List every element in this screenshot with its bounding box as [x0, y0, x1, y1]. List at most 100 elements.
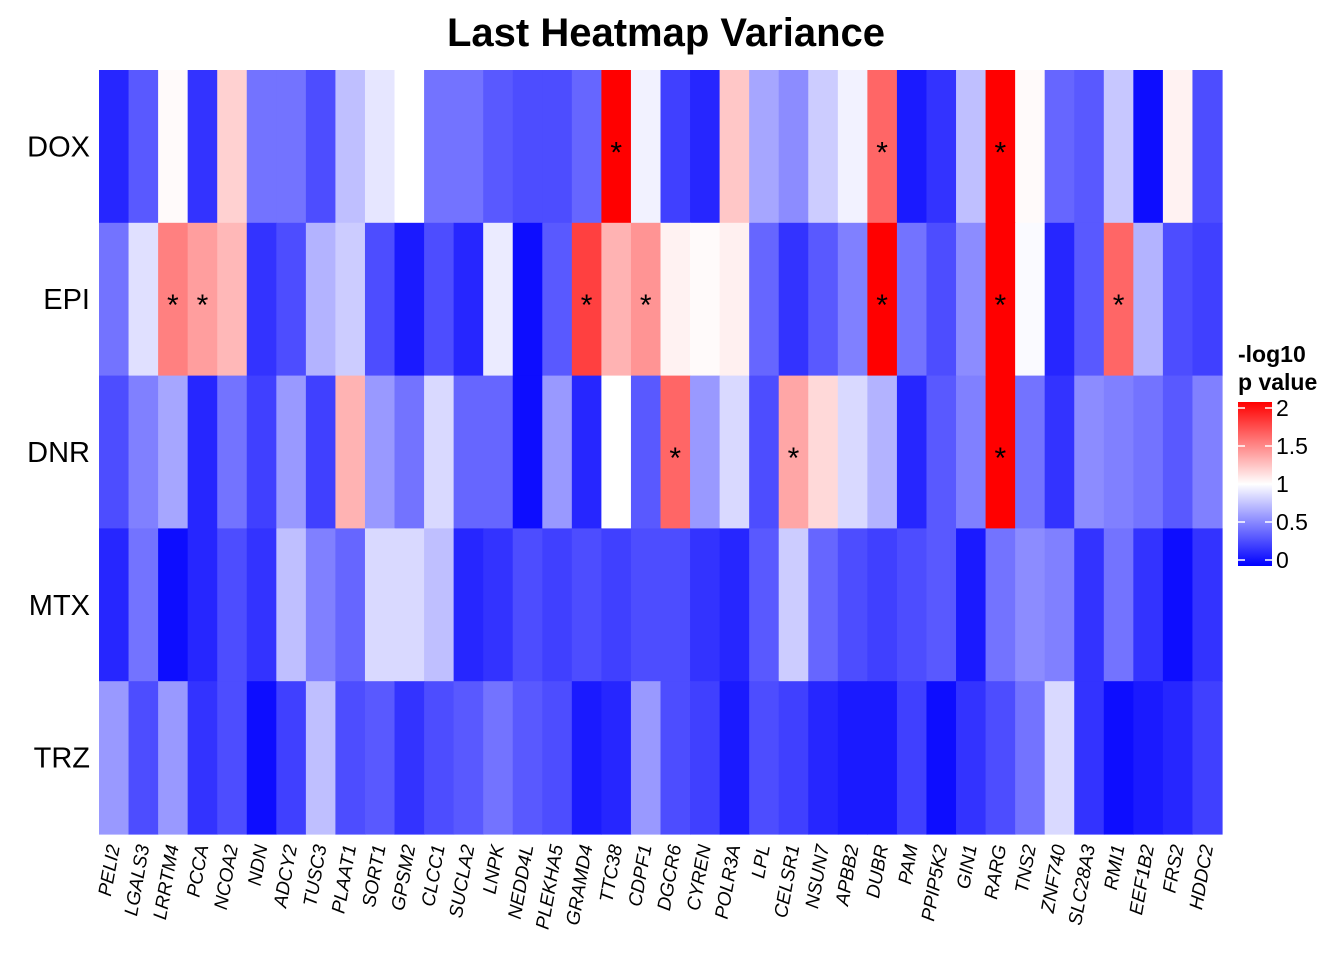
heatmap-cell [424, 528, 455, 682]
heatmap-cell [1133, 375, 1164, 529]
column-label: TTC38 [596, 843, 627, 904]
column-label: PAM [895, 843, 923, 886]
heatmap-cell [1103, 70, 1134, 224]
legend-tick-label: 0 [1276, 547, 1289, 573]
heatmap-cell [512, 528, 543, 682]
heatmap-cell [630, 70, 662, 224]
heatmap-cell [512, 375, 543, 529]
heatmap-cell [690, 222, 721, 377]
column-label: LPL [748, 843, 775, 880]
column-label: GRAMD4 [563, 843, 598, 927]
heatmap-cell [1192, 375, 1223, 529]
heatmap-cell [808, 375, 839, 529]
heatmap-cell [778, 528, 809, 682]
heatmap-cell [542, 681, 573, 835]
heatmap-cell [158, 528, 189, 682]
heatmap-cell [808, 528, 839, 682]
heatmap-cell [483, 528, 514, 682]
heatmap-cell [305, 70, 337, 224]
significance-star: * [581, 289, 593, 322]
heatmap-cell [364, 375, 396, 529]
heatmap-cell [305, 222, 337, 377]
heatmap-cell [985, 222, 1016, 377]
heatmap-cell [1103, 375, 1134, 529]
heatmap-cell [985, 70, 1016, 224]
heatmap-cell [483, 70, 514, 224]
heatmap-cell [99, 222, 130, 377]
heatmap-cell [837, 222, 868, 377]
heatmap-cell [956, 70, 987, 224]
heatmap-cell [837, 528, 868, 682]
heatmap-cell [335, 375, 366, 529]
heatmap-cell [483, 375, 514, 529]
heatmap-cell [571, 681, 602, 835]
heatmap-cell [483, 222, 514, 377]
heatmap-cell [1074, 70, 1105, 224]
heatmap-cell [601, 681, 632, 835]
heatmap-cell [217, 70, 248, 224]
heatmap-cell [364, 681, 396, 835]
heatmap-cell [394, 222, 425, 377]
heatmap-cell [158, 681, 189, 835]
heatmap-cell [808, 681, 839, 835]
heatmap-cell [394, 70, 425, 224]
column-label: EEF1B2 [1126, 843, 1159, 917]
significance-star: * [1113, 289, 1125, 322]
heatmap-cell [1162, 528, 1194, 682]
legend-tick-label: 1 [1276, 471, 1289, 497]
significance-star: * [995, 289, 1007, 322]
heatmap-cell [364, 528, 396, 682]
column-label: CDPF1 [625, 843, 656, 908]
heatmap-cell [601, 528, 632, 682]
column-label: LNPK [480, 842, 510, 896]
heatmap-cell [424, 681, 455, 835]
heatmap-cell [158, 70, 189, 224]
heatmap-cell [1044, 681, 1075, 835]
heatmap-cell [1133, 528, 1164, 682]
heatmap-cell [985, 375, 1016, 529]
heatmap-cell [896, 222, 928, 377]
heatmap-cell [1192, 528, 1223, 682]
heatmap-cell [601, 375, 632, 529]
heatmap-cell [956, 222, 987, 377]
heatmap-cell [1162, 681, 1194, 835]
heatmap-cell [1074, 375, 1105, 529]
column-label: SLC28A3 [1065, 843, 1100, 927]
heatmap-cell [187, 375, 218, 529]
heatmap-cell [453, 681, 484, 835]
heatmap-cell [128, 528, 159, 682]
heatmap-cell [719, 375, 750, 529]
heatmap-cell [542, 222, 573, 377]
heatmap-cell [867, 70, 898, 224]
heatmap-cell [749, 222, 780, 377]
heatmap-cell [1162, 375, 1194, 529]
heatmap-cell [187, 681, 218, 835]
heatmap-cell [778, 222, 809, 377]
heatmap-cell [305, 528, 337, 682]
heatmap-cell [956, 528, 987, 682]
heatmap-cell [571, 528, 602, 682]
heatmap-cell [690, 70, 721, 224]
heatmap-cell [926, 375, 957, 529]
heatmap-cell [217, 528, 248, 682]
heatmap-cell [660, 528, 691, 682]
heatmap-cell [867, 375, 898, 529]
heatmap-cell [1133, 70, 1164, 224]
heatmap-cell [483, 681, 514, 835]
heatmap-cell [276, 222, 307, 377]
heatmap-cell [660, 681, 691, 835]
column-label: NCOA2 [211, 843, 243, 912]
heatmap-cell [424, 70, 455, 224]
heatmap-cell [512, 70, 543, 224]
heatmap-cell [542, 70, 573, 224]
heatmap-cell [630, 681, 662, 835]
heatmap-cell [837, 375, 868, 529]
heatmap-cell [749, 681, 780, 835]
heatmap-cell [867, 222, 898, 377]
column-label: POLR3A [712, 843, 746, 920]
heatmap-cell [690, 681, 721, 835]
heatmap-cell [1103, 222, 1134, 377]
heatmap-cell [571, 70, 602, 224]
column-label: RARG [981, 843, 1011, 901]
legend-tick-label: 0.5 [1276, 509, 1308, 535]
